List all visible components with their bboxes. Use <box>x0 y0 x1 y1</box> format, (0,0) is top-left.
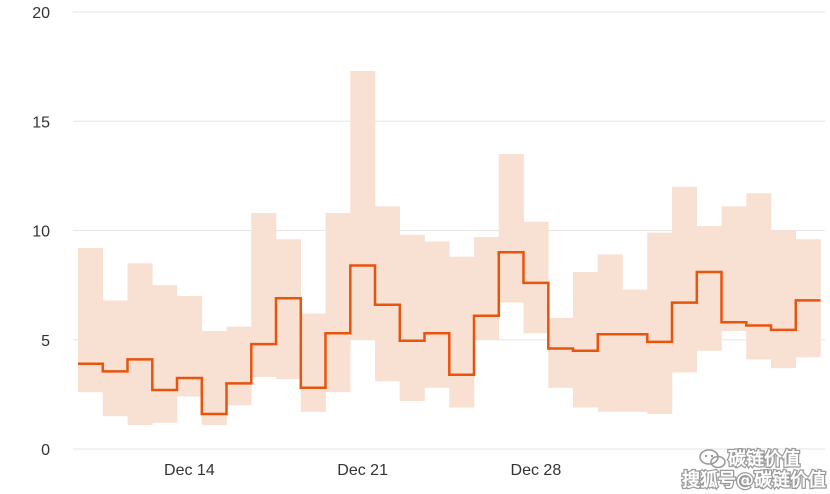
data-point <box>88 362 92 366</box>
range-band-segment <box>647 232 673 415</box>
range-band-segment <box>350 70 376 340</box>
range-band-segment <box>251 213 277 377</box>
data-point <box>806 298 810 302</box>
range-band-segment <box>276 239 302 380</box>
data-point <box>410 339 414 343</box>
data-point <box>237 381 241 385</box>
data-point <box>336 331 340 335</box>
range-band-segment <box>548 317 574 388</box>
data-point <box>435 331 439 335</box>
range-band-segment <box>771 230 797 369</box>
range-band-segment <box>523 221 549 334</box>
y-tick-label: 0 <box>41 442 50 459</box>
data-point <box>212 412 216 416</box>
range-band-segment <box>375 206 401 382</box>
range-band-segment <box>622 289 648 412</box>
axis-labels: 0 5 10 15 20 Dec 14 Dec 21 Dec 28 <box>32 5 561 479</box>
range-band-segment <box>177 296 203 397</box>
data-point <box>781 328 785 332</box>
range-band-segment <box>449 256 475 408</box>
watermark-top-text: 碳链价值 <box>728 448 800 470</box>
x-tick-label: Dec 21 <box>337 462 388 479</box>
range-band-segment <box>424 241 450 388</box>
data-point <box>559 346 563 350</box>
y-tick-label: 20 <box>32 5 50 22</box>
data-point <box>385 303 389 307</box>
data-point <box>707 270 711 274</box>
range-band-segment <box>573 272 599 408</box>
data-point <box>608 332 612 336</box>
x-tick-label: Dec 14 <box>164 462 215 479</box>
range-band-segment <box>795 239 821 358</box>
range-band-segment <box>226 326 252 406</box>
data-point <box>682 301 686 305</box>
watermark-bottom-text: 搜狐号@碳链价值 <box>682 469 826 491</box>
range-band-segment <box>300 313 326 412</box>
data-point <box>311 386 315 390</box>
range-band <box>78 70 821 425</box>
data-point <box>484 314 488 318</box>
y-tick-label: 5 <box>41 333 50 350</box>
wechat-logo-icon <box>699 449 726 469</box>
data-point <box>286 296 290 300</box>
data-point <box>757 324 761 328</box>
range-band-segment <box>78 247 104 393</box>
data-point <box>583 349 587 353</box>
range-band-segment <box>399 234 425 401</box>
range-band-segment <box>696 226 722 351</box>
step-series-line <box>78 251 821 416</box>
range-band-segment <box>325 213 351 393</box>
range-band-segment <box>721 206 747 332</box>
data-point <box>633 332 637 336</box>
range-band-segment <box>102 300 128 417</box>
range-band-segment <box>672 186 698 373</box>
data-point <box>187 376 191 380</box>
data-point <box>658 340 662 344</box>
data-point <box>534 281 538 285</box>
data-point <box>361 263 365 267</box>
step-series <box>78 250 821 416</box>
range-band-segment <box>127 263 153 425</box>
range-band-segment <box>498 154 524 303</box>
y-tick-label: 15 <box>32 114 50 131</box>
data-point <box>732 320 736 324</box>
x-tick-label: Dec 28 <box>511 462 562 479</box>
data-point <box>138 357 142 361</box>
y-tick-label: 10 <box>32 224 50 241</box>
watermark: 碳链价值 搜狐号@碳链价值 <box>681 447 828 493</box>
data-point <box>509 250 513 254</box>
range-band-segment <box>152 285 178 423</box>
range-band-segment <box>201 331 227 425</box>
data-point <box>262 342 266 346</box>
data-point <box>163 388 167 392</box>
range-band-segment <box>746 193 772 360</box>
data-point <box>113 369 117 373</box>
range-band-segment <box>474 237 500 340</box>
data-point <box>460 373 464 377</box>
